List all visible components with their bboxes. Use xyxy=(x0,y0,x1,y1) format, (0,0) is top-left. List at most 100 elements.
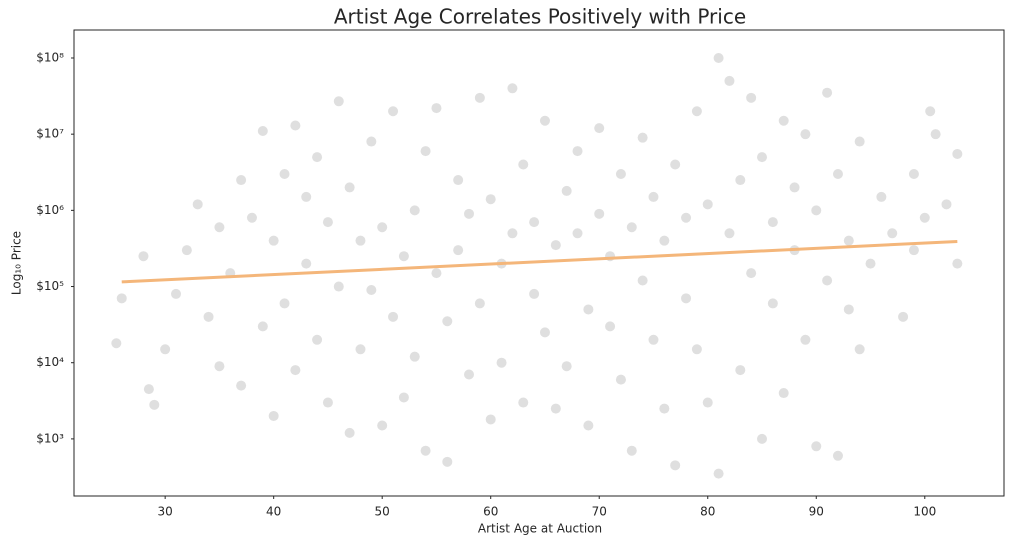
scatter-point xyxy=(561,361,572,372)
scatter-point xyxy=(746,92,757,103)
scatter-point xyxy=(702,199,713,210)
scatter-point xyxy=(507,83,518,94)
scatter-point xyxy=(778,115,789,126)
scatter-point xyxy=(637,132,648,143)
scatter-point xyxy=(214,361,225,372)
scatter-point xyxy=(930,129,941,140)
scatter-point xyxy=(724,228,735,239)
scatter-point xyxy=(767,298,778,309)
y-tick-label: $10⁸ xyxy=(36,50,64,64)
scatter-point xyxy=(605,321,616,332)
scatter-point xyxy=(746,268,757,279)
scatter-point xyxy=(898,311,909,322)
scatter-point xyxy=(659,403,670,414)
scatter-point xyxy=(648,334,659,345)
scatter-point xyxy=(670,159,681,170)
scatter-point xyxy=(236,175,247,186)
scatter-point xyxy=(572,146,583,157)
scatter-point xyxy=(822,275,833,286)
scatter-point xyxy=(388,311,399,322)
scatter-point xyxy=(366,285,377,296)
scatter-point xyxy=(713,52,724,63)
scatter-point xyxy=(702,397,713,408)
x-tick-label: 60 xyxy=(483,505,498,519)
scatter-point xyxy=(143,384,154,395)
scatter-point xyxy=(952,258,963,269)
scatter-point xyxy=(138,251,149,262)
scatter-point xyxy=(344,427,355,438)
scatter-point xyxy=(398,392,409,403)
scatter-point xyxy=(420,146,431,157)
x-axis-label: Artist Age at Auction xyxy=(478,522,602,536)
scatter-point xyxy=(832,169,843,180)
scatter-point xyxy=(236,380,247,391)
scatter-point xyxy=(257,126,268,137)
scatter-point xyxy=(550,240,561,251)
scatter-point xyxy=(724,75,735,86)
marks xyxy=(111,52,963,479)
scatter-point xyxy=(388,106,399,117)
scatter-point xyxy=(811,205,822,216)
scatter-point xyxy=(355,235,366,246)
y-tick-label: $10⁷ xyxy=(36,127,64,141)
x-tick-label: 40 xyxy=(266,505,281,519)
scatter-point xyxy=(312,152,323,163)
scatter-point xyxy=(420,445,431,456)
scatter-point xyxy=(290,365,301,376)
scatter-point xyxy=(822,87,833,98)
scatter-point xyxy=(735,175,746,186)
scatter-point xyxy=(246,212,257,223)
scatter-point xyxy=(474,298,485,309)
x-tick-label: 70 xyxy=(592,505,607,519)
scatter-point xyxy=(925,106,936,117)
scatter-point xyxy=(529,217,540,228)
scatter-point xyxy=(800,334,811,345)
scatter-point xyxy=(268,410,279,421)
scatter-point xyxy=(442,456,453,467)
y-tick-label: $10⁶ xyxy=(36,203,64,217)
scatter-point xyxy=(735,365,746,376)
scatter-point xyxy=(908,245,919,256)
scatter-point xyxy=(171,288,182,299)
x-tick-label: 80 xyxy=(700,505,715,519)
scatter-point xyxy=(713,468,724,479)
x-tick-label: 90 xyxy=(809,505,824,519)
scatter-point xyxy=(659,235,670,246)
scatter-point xyxy=(767,217,778,228)
scatter-point xyxy=(279,169,290,180)
scatter-point xyxy=(409,205,420,216)
scatter-point xyxy=(583,420,594,431)
scatter-point xyxy=(539,327,550,338)
scatter-point xyxy=(681,212,692,223)
scatter-point xyxy=(377,222,388,233)
scatter-point xyxy=(637,275,648,286)
scatter-point xyxy=(111,338,122,349)
scatter-point xyxy=(681,293,692,304)
y-axis-label: Log₁₀ Price xyxy=(10,231,24,295)
scatter-point xyxy=(854,344,865,355)
scatter-point xyxy=(344,182,355,193)
scatter-point xyxy=(854,136,865,147)
scatter-point xyxy=(778,388,789,399)
y-tick-label: $10⁴ xyxy=(36,355,64,369)
scatter-point xyxy=(474,92,485,103)
scatter-point xyxy=(572,228,583,239)
scatter-point xyxy=(583,304,594,315)
scatter-point xyxy=(876,191,887,202)
scatter-point xyxy=(312,334,323,345)
scatter-point xyxy=(670,460,681,471)
scatter-point xyxy=(333,96,344,107)
scatter-point xyxy=(518,397,529,408)
scatter-point xyxy=(919,212,930,223)
scatter-point xyxy=(453,245,464,256)
scatter-point xyxy=(811,441,822,452)
x-tick-label: 30 xyxy=(158,505,173,519)
scatter-point xyxy=(789,182,800,193)
scatter-point xyxy=(941,199,952,210)
scatter-point xyxy=(322,397,333,408)
scatter-point xyxy=(485,414,496,425)
scatter-point xyxy=(691,344,702,355)
scatter-point xyxy=(757,433,768,444)
